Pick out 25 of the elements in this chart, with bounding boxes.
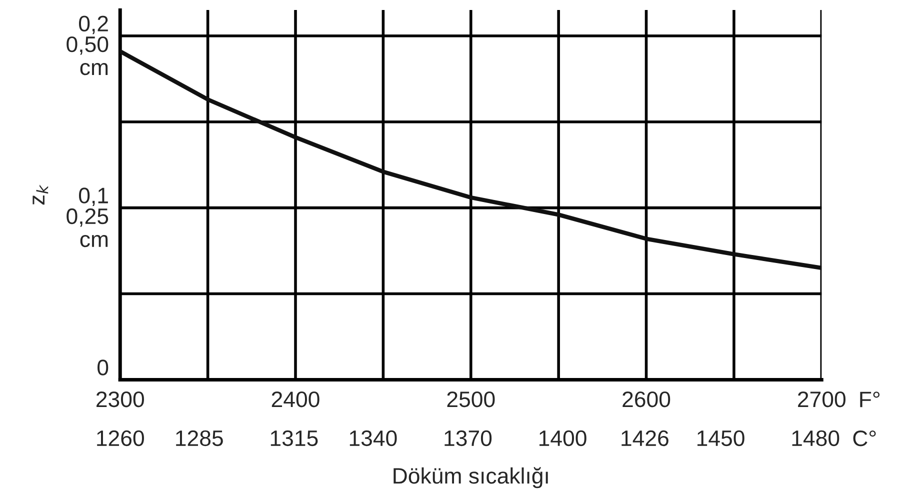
- y-tick-label: 0,2: [78, 16, 108, 34]
- x2-tick-label: 1370: [444, 430, 492, 446]
- y2-tick-label: 0,50: [66, 36, 108, 55]
- x2-tick-label: 1285: [176, 430, 223, 446]
- x2-tick-label: 1426: [622, 430, 668, 446]
- x2-tick-label: 1260: [97, 430, 144, 446]
- x2-tick-label: 1340: [350, 430, 397, 446]
- x-tick-label: 2600: [622, 391, 670, 408]
- text: C°: [853, 430, 876, 446]
- x-axis-title: Döküm sıcaklığı: [394, 467, 548, 488]
- x2-tick-label: 1400: [539, 430, 586, 446]
- x-tick-label: 2400: [272, 391, 320, 408]
- x-tick-label: 2300: [96, 391, 144, 408]
- y2-axis-title: z$_{k}$: [32, 184, 48, 205]
- x2-tick-label: 1480: [792, 430, 840, 446]
- text: cm: [80, 63, 108, 76]
- y-tick-label: 0: [98, 360, 108, 376]
- y2-tick-label: 0,25: [66, 208, 108, 227]
- x-tick-label: 2500: [447, 391, 495, 408]
- x-tick-label: 2700: [798, 391, 846, 408]
- text: F°: [860, 392, 880, 408]
- x2-tick-label: 1315: [270, 430, 318, 446]
- text: cm: [80, 234, 108, 248]
- x2-tick-label: 1450: [697, 430, 744, 446]
- y-tick-label: 0,1: [78, 188, 108, 206]
